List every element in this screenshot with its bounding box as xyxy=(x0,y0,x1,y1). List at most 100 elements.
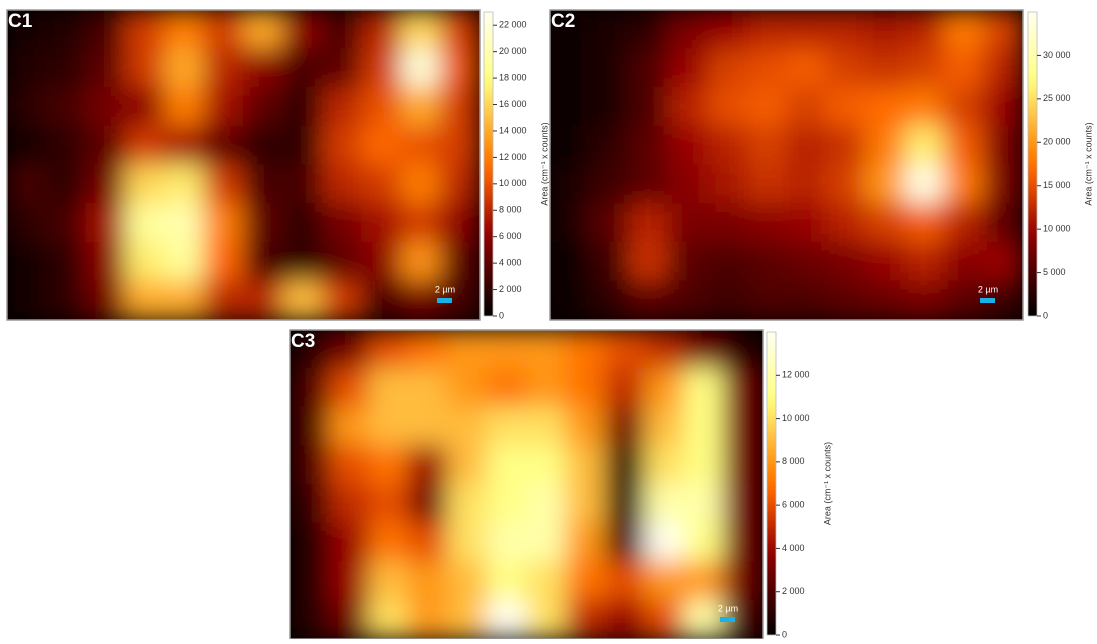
heatmap-cell xyxy=(368,445,408,485)
colorbar-label: Area (cm⁻¹ x counts) xyxy=(822,442,832,525)
heatmap-cell xyxy=(825,10,865,50)
heatmap-cell xyxy=(747,126,787,166)
heatmap-cell xyxy=(401,126,441,166)
heatmap-cell xyxy=(668,126,708,166)
heatmap-cell xyxy=(565,484,605,524)
heatmap-cell xyxy=(944,165,984,205)
heatmap-cell xyxy=(164,203,204,243)
heatmap-cell xyxy=(786,10,826,50)
heatmap-cell xyxy=(243,242,283,282)
heatmap-cell xyxy=(204,48,244,88)
heatmap-cell xyxy=(204,10,244,50)
heatmap-cell xyxy=(322,10,362,50)
heatmap-cell xyxy=(668,10,708,50)
colorbar-tick-label: 0 xyxy=(499,310,504,320)
heatmap-cell xyxy=(204,165,244,205)
heatmap-cell xyxy=(786,281,826,321)
heatmap-cell xyxy=(904,48,944,88)
heatmap-cell xyxy=(408,523,448,563)
heatmap-cell xyxy=(290,407,330,447)
heatmap-cell xyxy=(322,87,362,127)
heatmap-cell xyxy=(707,165,747,205)
figure: C12 µm02 0004 0006 0008 00010 00012 0001… xyxy=(0,0,1097,639)
heatmap-cell xyxy=(628,48,668,88)
heatmap-cell xyxy=(605,407,645,447)
heatmap-cell xyxy=(447,407,487,447)
heatmap-cell xyxy=(865,10,905,50)
heatmap-cell xyxy=(526,368,566,408)
heatmap-cell xyxy=(408,484,448,524)
colorbar-label: Area (cm⁻¹ x counts) xyxy=(539,122,549,205)
colorbar-tick-label: 30 000 xyxy=(1043,50,1071,60)
heatmap-cell xyxy=(605,561,645,601)
heatmap-cell xyxy=(329,330,369,370)
heatmap-cell xyxy=(322,203,362,243)
heatmap-cell xyxy=(865,126,905,166)
heatmap-cell xyxy=(825,126,865,166)
heatmap-cell xyxy=(944,242,984,282)
heatmap-cell xyxy=(243,48,283,88)
colorbar-tick-label: 6 000 xyxy=(782,500,805,510)
heatmap-cell xyxy=(644,523,684,563)
colorbar-tick-label: 18 000 xyxy=(499,72,527,82)
colorbar xyxy=(484,12,493,316)
heatmap-cell xyxy=(85,242,125,282)
colorbar-tick-label: 5 000 xyxy=(1043,267,1066,277)
heatmap-cell xyxy=(322,48,362,88)
heatmap-cell xyxy=(85,10,125,50)
heatmap-cells xyxy=(290,330,764,640)
heatmap-cell xyxy=(7,48,47,88)
heatmap-cell xyxy=(644,561,684,601)
heatmap-cell xyxy=(684,523,724,563)
heatmap-cell xyxy=(550,281,590,321)
heatmap-cell xyxy=(723,561,763,601)
scale-bar-label: 2 µm xyxy=(435,284,455,294)
heatmap-cell xyxy=(628,87,668,127)
heatmap-cell xyxy=(644,407,684,447)
heatmap-cell xyxy=(605,484,645,524)
heatmap-cell xyxy=(282,242,322,282)
heatmap-cell xyxy=(526,330,566,370)
heatmap-cell xyxy=(944,87,984,127)
colorbar-tick-label: 10 000 xyxy=(1043,224,1071,234)
heatmap-cell xyxy=(684,561,724,601)
heatmap-cell xyxy=(707,10,747,50)
scale-bar xyxy=(437,298,452,303)
heatmap-panel xyxy=(7,10,481,321)
heatmap-cell xyxy=(440,10,480,50)
heatmap-cell xyxy=(290,561,330,601)
heatmap-cell xyxy=(628,242,668,282)
heatmap-cell xyxy=(447,330,487,370)
colorbar-tick-label: 14 000 xyxy=(499,125,527,135)
heatmap-cell xyxy=(487,523,527,563)
heatmap-cell xyxy=(983,87,1023,127)
heatmap-cell xyxy=(322,126,362,166)
heatmap-cell xyxy=(747,10,787,50)
heatmap-cell xyxy=(243,87,283,127)
heatmap-cell xyxy=(164,10,204,50)
heatmap-cell xyxy=(361,126,401,166)
heatmap-cell xyxy=(684,484,724,524)
heatmap-cell xyxy=(825,281,865,321)
heatmap-cell xyxy=(707,87,747,127)
heatmap-cell xyxy=(565,330,605,370)
heatmap-cell xyxy=(329,445,369,485)
panel-label: C3 xyxy=(291,331,315,352)
heatmap-cell xyxy=(628,281,668,321)
heatmap-cell xyxy=(361,242,401,282)
heatmap-cell xyxy=(605,600,645,639)
heatmap-cell xyxy=(125,48,165,88)
heatmap-cell xyxy=(589,48,629,88)
heatmap-cell xyxy=(825,48,865,88)
heatmap-cell xyxy=(329,368,369,408)
heatmap-cell xyxy=(329,600,369,639)
heatmap-cell xyxy=(164,48,204,88)
heatmap-cell xyxy=(85,87,125,127)
heatmap-cell xyxy=(668,203,708,243)
heatmap-cell xyxy=(361,87,401,127)
heatmap-cell xyxy=(204,203,244,243)
colorbar-tick-label: 0 xyxy=(782,629,787,639)
heatmap-cell xyxy=(865,242,905,282)
heatmap-cell xyxy=(282,165,322,205)
heatmap-cell xyxy=(85,281,125,321)
